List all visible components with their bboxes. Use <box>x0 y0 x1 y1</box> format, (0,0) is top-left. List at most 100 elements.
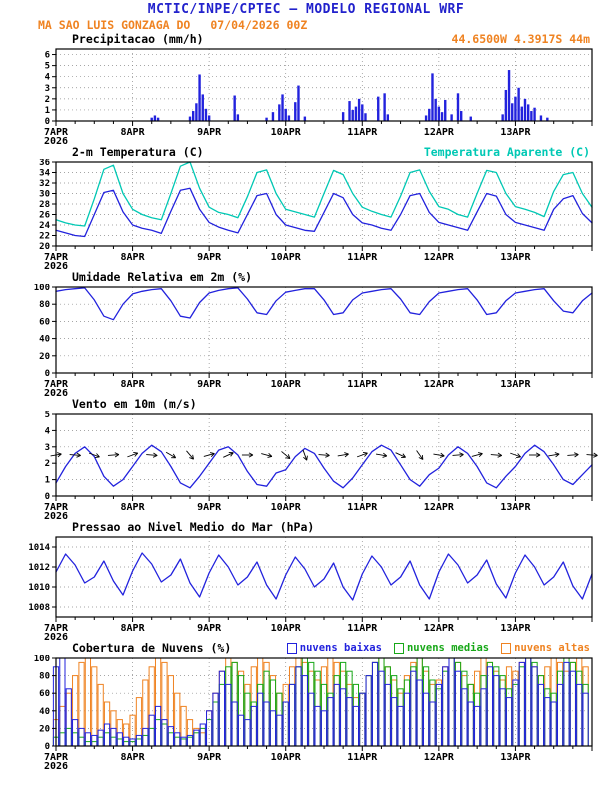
cloud-bar <box>212 692 219 747</box>
wind-barb-head <box>364 452 368 457</box>
xtick-label: 10APR <box>271 623 302 634</box>
wind-barb-head <box>189 457 194 460</box>
cloud-bar <box>569 661 576 747</box>
cloud-bar <box>416 679 423 747</box>
cloud-bar <box>320 666 328 747</box>
cloud-bar <box>103 723 111 747</box>
cloud-bar <box>550 701 557 747</box>
cloud-bar <box>582 692 589 747</box>
ytick-label: 40 <box>39 335 50 345</box>
cloud-bar <box>295 657 302 747</box>
cloud-bar <box>110 736 117 747</box>
cloud-bar <box>410 670 417 747</box>
temperature-panel: 2-m Temperatura (C) Temperatura Aparente… <box>0 145 612 270</box>
cloud-bar <box>518 661 525 747</box>
humidity-panel: Umidade Relativa em 2m (%) 0 20 40 60 80 100 7… <box>0 270 612 397</box>
cloud-bar <box>550 692 557 747</box>
wind-barb-head <box>535 454 541 458</box>
humidity-header-row: Umidade Relativa em 2m (%) <box>72 270 590 284</box>
wind-barb-head <box>555 453 560 458</box>
cloud-bar <box>448 657 455 747</box>
cloud-bar <box>442 670 449 747</box>
xtick-label: 8APR <box>121 127 146 138</box>
ytick-label: 2 <box>45 459 50 469</box>
precip-bar <box>281 94 284 121</box>
cloud-bar <box>569 661 576 747</box>
cloud-bar <box>148 666 155 747</box>
cloud-bar <box>225 666 232 747</box>
cloud-bar <box>461 670 468 747</box>
station-line: MA SAO LUIS GONZAGA DO 07/04/2026 00Z <box>38 18 612 32</box>
cloud-bar <box>435 683 442 747</box>
wind-barb <box>261 453 273 457</box>
year-label: 2026 <box>44 136 68 145</box>
wind-barb <box>318 454 330 456</box>
cloud-bar <box>352 705 360 747</box>
cloud-bar <box>378 670 385 747</box>
cloud-bar <box>186 719 194 747</box>
wind-barb-head <box>153 452 158 456</box>
wind-barb <box>69 454 81 456</box>
cloud-bar <box>225 683 232 747</box>
slp-content <box>55 552 593 601</box>
cloud-bar <box>525 657 532 747</box>
xtick-label: 9APR <box>197 379 222 390</box>
wind-barb-head <box>574 454 579 458</box>
ytick-label: 4 <box>45 426 51 436</box>
cloud-bar <box>193 732 200 747</box>
wind-barb-head <box>248 452 254 456</box>
xtick-label: 11APR <box>347 502 378 513</box>
cloud-bar <box>384 666 391 747</box>
wind-barb-head <box>517 453 521 458</box>
xtick-label: 9APR <box>197 623 222 634</box>
cloud-bar <box>422 670 430 747</box>
ytick-label: 1 <box>45 476 50 486</box>
cloud-bar <box>218 670 226 747</box>
cloud-bar <box>544 697 551 747</box>
cloud-bar <box>65 688 72 747</box>
slp-grid <box>56 537 592 617</box>
xtick-label: 13APR <box>500 752 531 763</box>
cloud-bar <box>531 666 538 747</box>
precip-bar <box>383 93 386 121</box>
cloud-bar <box>435 688 442 747</box>
pressure-header-row: Pressao ao Nivel Medio do Mar (hPa) <box>72 520 590 534</box>
wind-barb <box>356 452 368 458</box>
temp2m-line <box>55 161 593 227</box>
cloud-bar <box>384 666 391 747</box>
xtick-label: 12APR <box>424 502 455 513</box>
cloud-bar <box>474 692 481 747</box>
wind-barb-head <box>172 453 177 458</box>
wind-barb <box>375 453 387 457</box>
cloud-bar <box>340 661 347 747</box>
precip-bar <box>511 103 514 121</box>
cloud-bar <box>148 714 155 747</box>
cloud-bar <box>142 727 149 747</box>
cloud-bar <box>333 683 340 747</box>
cloud-bar <box>212 701 219 747</box>
wind-barb-head <box>76 452 81 456</box>
rh2m-grid <box>56 287 592 373</box>
wind-barb-head <box>57 453 62 458</box>
wind-barb <box>548 453 560 457</box>
ytick-label: 0 <box>45 742 50 752</box>
temp2m-grid <box>56 162 592 246</box>
cloud-bar <box>59 732 66 747</box>
precip-bar <box>195 103 198 121</box>
ytick-label: 22 <box>39 232 50 242</box>
cloud-bar <box>97 736 104 747</box>
wind-barb <box>107 454 119 456</box>
precip-bar <box>377 96 380 121</box>
wind10m-line <box>55 444 593 489</box>
precip-bar <box>504 89 508 121</box>
clouds-panel: Cobertura de Nuvens (%) nuvens baixas nu… <box>0 641 612 770</box>
cloud-bar <box>467 683 474 747</box>
cloud-bar <box>371 661 379 747</box>
precip-bar <box>294 102 297 121</box>
xtick-label: 11APR <box>347 379 378 390</box>
cloud-bar <box>174 732 181 747</box>
